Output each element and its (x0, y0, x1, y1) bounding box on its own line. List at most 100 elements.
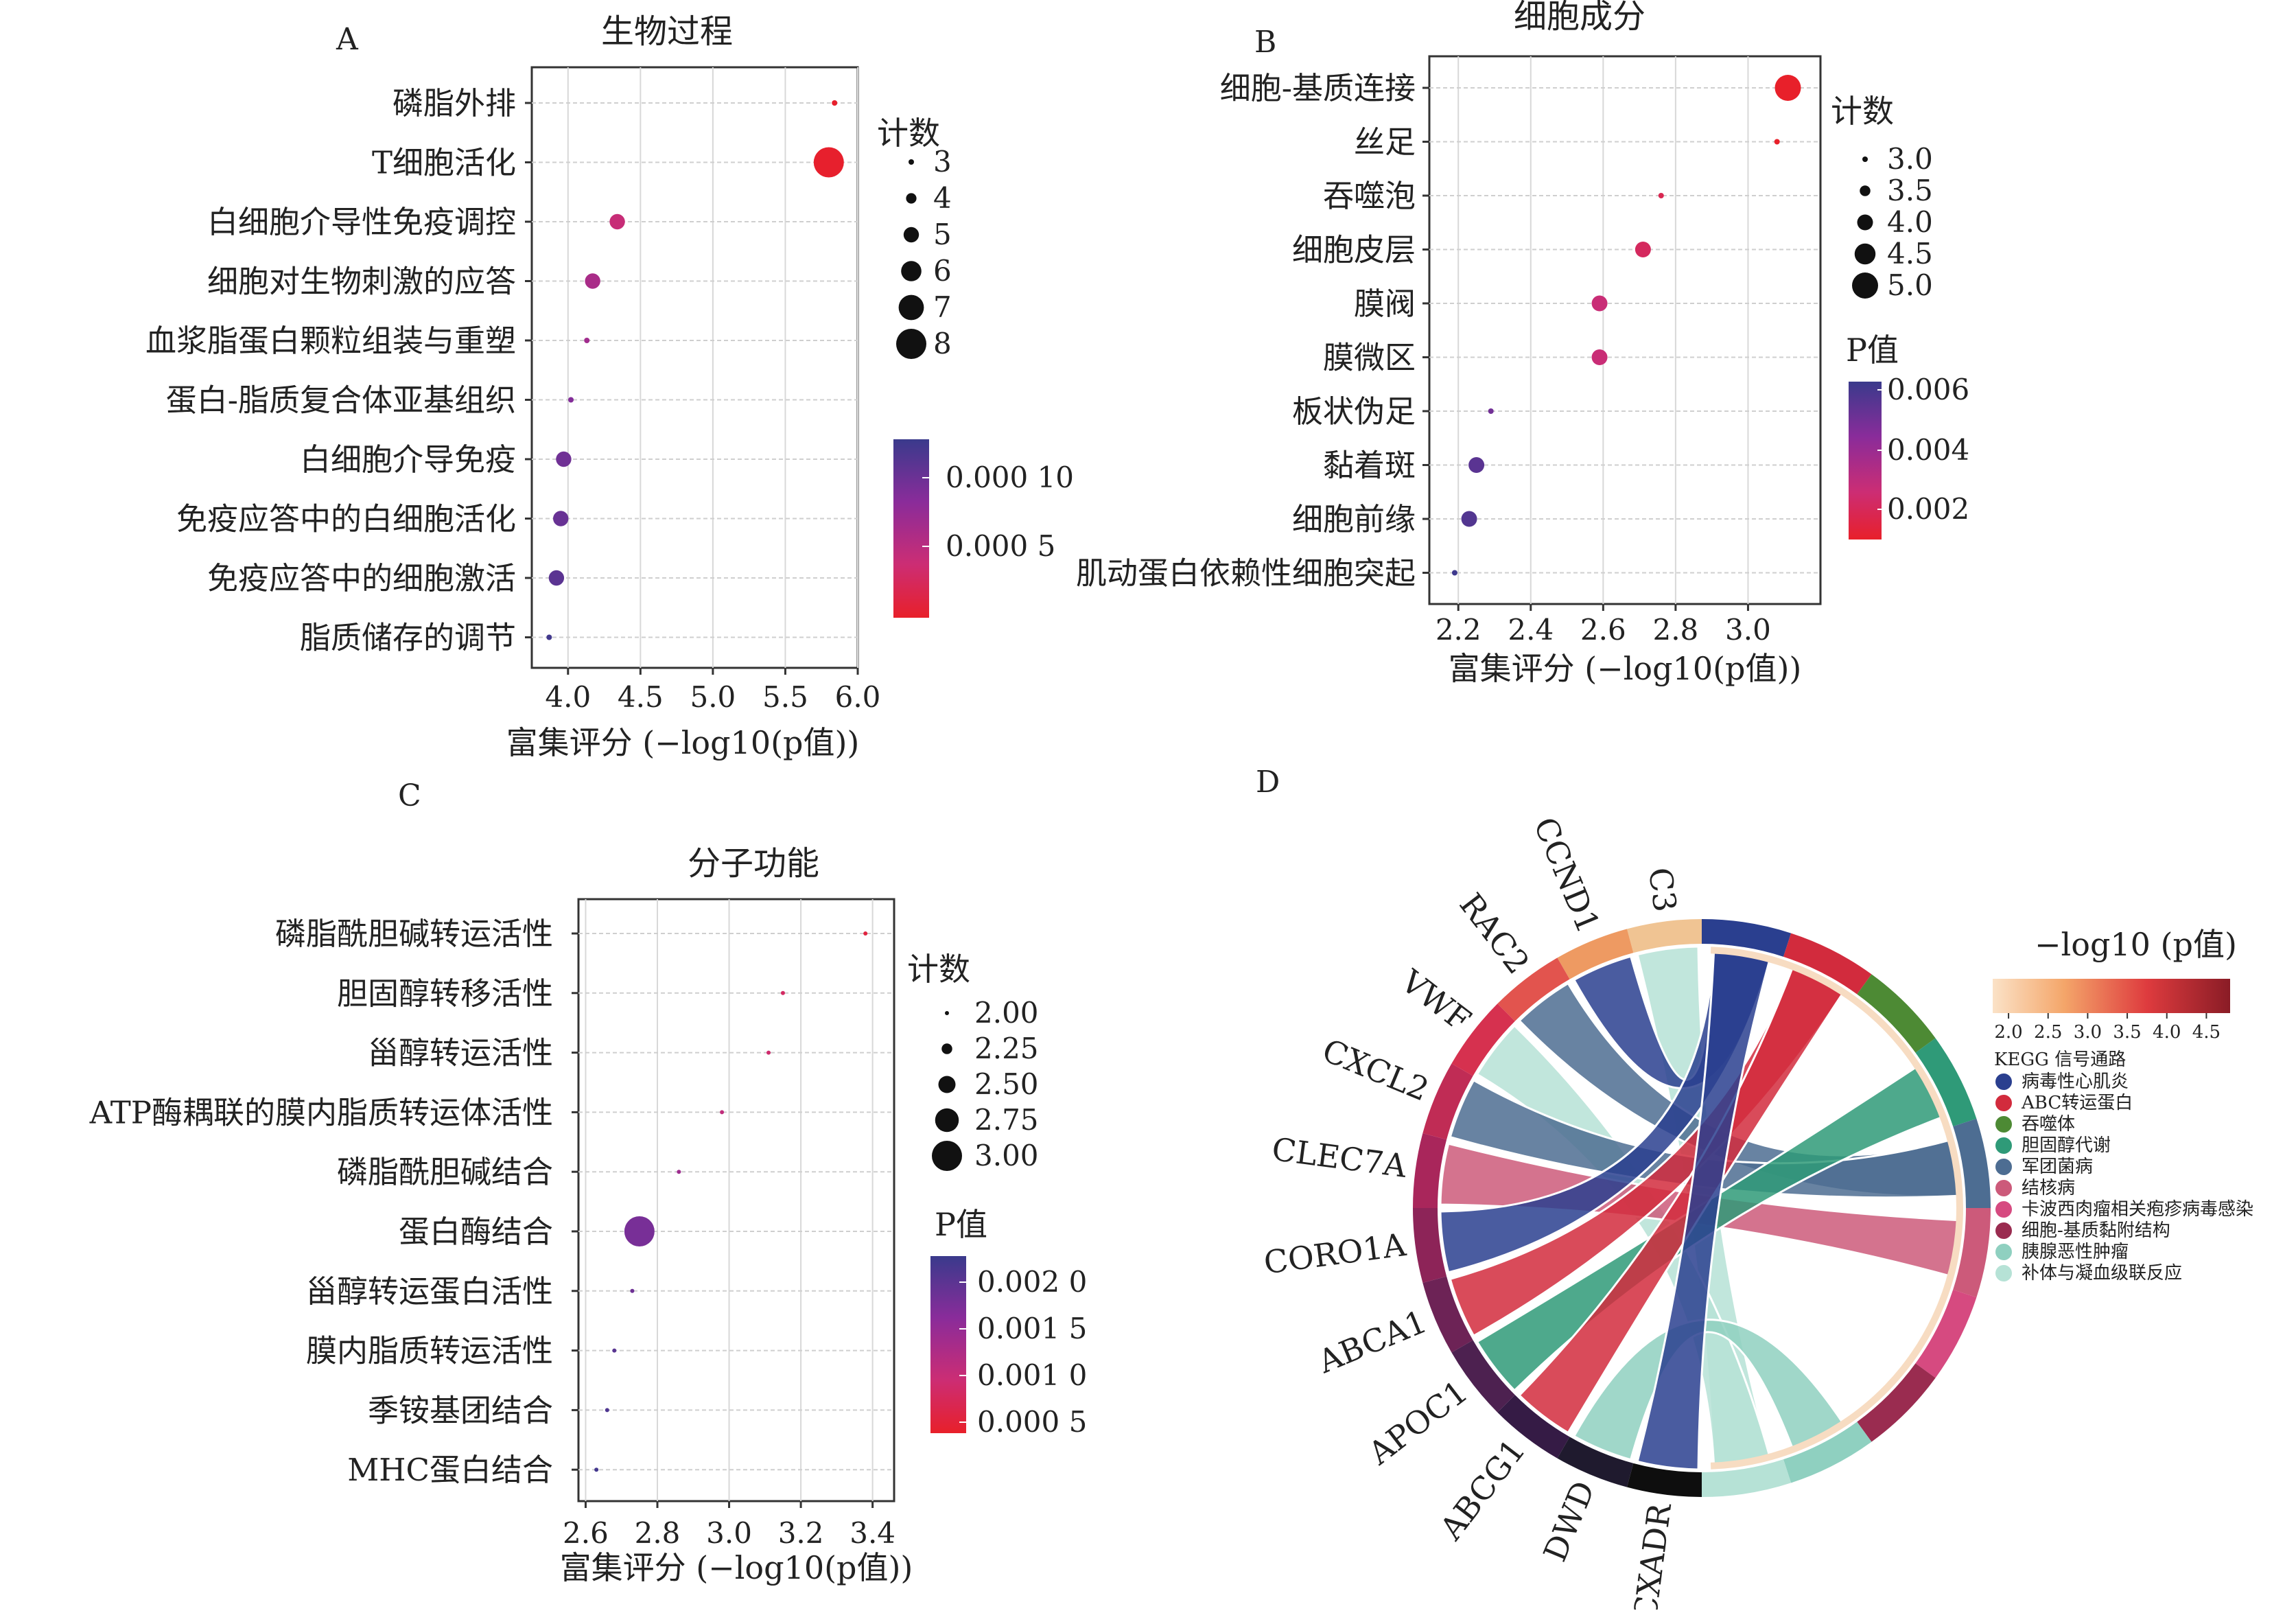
panel-a-point (813, 147, 844, 178)
panel-c-size-legend-title: 计数 (907, 951, 970, 988)
panel-a-category-label: 免疫应答中的细胞激活 (207, 560, 516, 596)
panel-c-category-label: 蛋白酶结合 (399, 1214, 553, 1250)
panel-d-pathway-legend-swatch (1995, 1116, 2012, 1133)
panel-d-chords (1439, 945, 1965, 1471)
panel-b-category-label: 膜微区 (1323, 340, 1416, 376)
panel-a-letter: A (336, 22, 359, 57)
panel-d-pathway-legend-label: 病毒性心肌炎 (2022, 1071, 2129, 1092)
panel-a-gridlines (525, 67, 858, 668)
panel-d-gene-segment (1451, 1003, 1515, 1076)
panel-d-color-legend-label: 4.0 (2153, 1022, 2181, 1043)
panel-a-point (568, 397, 574, 403)
panel-b-letter: B (1254, 25, 1276, 60)
panel-c-category-label: 甾醇转运蛋白活性 (306, 1273, 553, 1310)
panel-d-color-legend-title: −log10 (p值) (2035, 926, 2237, 963)
panel-d-gene-label: APOC1 (1361, 1373, 1475, 1472)
panel-d-pathway-legend-label: 胆固醇代谢 (2022, 1135, 2111, 1156)
panel-c-category-label: MHC蛋白结合 (347, 1452, 553, 1488)
panel-a-size-legend-dot (909, 159, 914, 165)
panel-b-point (1591, 295, 1608, 312)
panel-b-category-label: 肌动蛋白依赖性细胞突起 (1076, 555, 1416, 592)
panel-d-color-legend: 2.0 2.5 3.0 3.5 4.0 4.5 (1994, 1013, 2221, 1043)
panel-c-x-tick-label: 3.4 (850, 1516, 895, 1550)
panel-a-size-legend-label: 7 (933, 290, 952, 324)
panel-b-point (1635, 242, 1651, 257)
panel-b-x-tick-label: 2.8 (1652, 613, 1698, 647)
panel-a-category-label: T细胞活化 (372, 145, 516, 181)
panel-a-points (546, 100, 844, 640)
panel-d-pathway-legend-label: ABC转运蛋白 (2021, 1093, 2133, 1113)
panel-d-pathway-legend-label: 补体与凝血级联反应 (2022, 1263, 2182, 1284)
panel-a-size-legend-dot (906, 193, 917, 204)
panel-c-color-legend-label: 0.001 5 (977, 1312, 1087, 1345)
panel-c-category-label: 磷脂酰胆碱结合 (337, 1154, 553, 1190)
panel-a-color-legend: 0.000 10 0.000 5 (922, 461, 1074, 563)
panel-c-size-legend-label: 2.25 (974, 1032, 1039, 1065)
panel-c-point (624, 1216, 655, 1246)
panel-c-size-legend-dot (945, 1011, 949, 1015)
panel-b-point (1774, 139, 1780, 145)
panel-d-pathway-segment (1857, 1363, 1936, 1442)
panel-d-pathway-legend-swatch (1995, 1137, 2012, 1154)
panel-d-pathway-legend-label: 吞噬体 (2022, 1114, 2075, 1135)
panel-d-pathway-legend-swatch (1995, 1244, 2012, 1260)
panel-b-category-label: 丝足 (1354, 124, 1416, 161)
panel-d-gene-label: CCND1 (1527, 812, 1608, 938)
panel-d-gene-segment (1497, 1395, 1570, 1459)
panel-a-size-legend-label: 6 (933, 254, 952, 288)
panel-b-size-legend-label: 4.0 (1887, 205, 1933, 239)
panel-d-gene-segment (1413, 1208, 1447, 1283)
panel-d-color-legend-label: 3.0 (2074, 1022, 2102, 1043)
panel-b-category-labels: 细胞-基质连接丝足吞噬泡细胞皮层膜阀膜微区板状伪足黏着斑细胞前缘肌动蛋白依赖性细… (1076, 70, 1416, 592)
panel-b-category-label: 吞噬泡 (1323, 178, 1416, 214)
panel-d-pathway-segment (1953, 1118, 1991, 1208)
panel-a-point (609, 213, 625, 230)
panel-b-size-legend-dot (1860, 185, 1871, 196)
panel-a: 磷脂外排 T细胞活化白细胞介导性免疫调控细胞对生物刺激的应答血浆脂蛋白颗粒组装与重… (145, 66, 1074, 761)
panel-a-category-label: 蛋白-脂质复合体亚基组织 (166, 382, 516, 419)
panel-d-pathway-legend-swatch (1995, 1222, 2012, 1239)
panel-c-size-legend-label: 3.00 (974, 1139, 1039, 1172)
panel-d-pathway-segment (1702, 919, 1792, 957)
panel-d-gene-label: VWF (1394, 962, 1478, 1039)
panel-b-size-legend-title: 计数 (1831, 93, 1894, 130)
panel-c-title: 分子功能 (688, 844, 819, 883)
panel-a-category-label: 脂质储存的调节 (300, 620, 516, 656)
panel-c-size-legend-dot (938, 1076, 956, 1093)
panel-c-plot-frame (577, 898, 895, 1502)
panel-c-color-legend-title: P值 (935, 1206, 987, 1243)
panel-a-category-label: 血浆脂蛋白颗粒组装与重塑 (145, 323, 516, 359)
panel-b-color-legend-title: P值 (1846, 332, 1899, 369)
panel-d-gene-label: CXCL2 (1317, 1032, 1433, 1109)
panel-c-category-label: ATP酶耦联的膜内脂质转运体活性 (89, 1094, 553, 1130)
panel-a-size-legend-dot (898, 294, 924, 321)
panel-d-color-legend-label: 2.0 (1994, 1022, 2022, 1043)
panel-d-chord (1636, 945, 1772, 1471)
panel-d-pathway-segment (1783, 1421, 1872, 1483)
panel-a-category-label: 白细胞介导性免疫调控 (207, 204, 516, 240)
panel-c-size-legend: 2.002.252.502.753.00 (932, 996, 1039, 1172)
panel-a-title: 生物过程 (601, 12, 733, 51)
panel-a-size-legend-title: 计数 (877, 115, 940, 152)
panel-b-point (1488, 408, 1494, 414)
panel-a-x-axis-label: 富集评分 (−log10(p值)) (506, 724, 860, 761)
panel-d-pathway-segment (1953, 1208, 1991, 1298)
panel-d-pathway-segment (1915, 1289, 1977, 1378)
panel-b-category-label: 细胞-基质连接 (1220, 70, 1416, 106)
panel-b-size-legend-label: 3.0 (1887, 142, 1933, 176)
panel-d-gene-segment (1422, 1276, 1473, 1353)
panel-d-gene-label: DWD (1536, 1476, 1602, 1566)
panel-d-gene-label: CORO1A (1262, 1226, 1409, 1281)
panel-b-size-legend-dot (1862, 156, 1868, 162)
panel-a-point (553, 511, 569, 526)
panel-d-color-legend-label: 4.5 (2192, 1022, 2221, 1043)
panel-d-pathway-segment (1857, 974, 1936, 1053)
panel-d-pathway-legend-swatch (1995, 1180, 2012, 1196)
panel-a-size-legend-label: 5 (933, 218, 952, 251)
panel-a-point (584, 338, 590, 343)
panel-d-pathway-legend-label: 卡波西肉瘤相关疱疹病毒感染 (2022, 1199, 2253, 1220)
panel-c-size-legend-dot (935, 1108, 959, 1133)
